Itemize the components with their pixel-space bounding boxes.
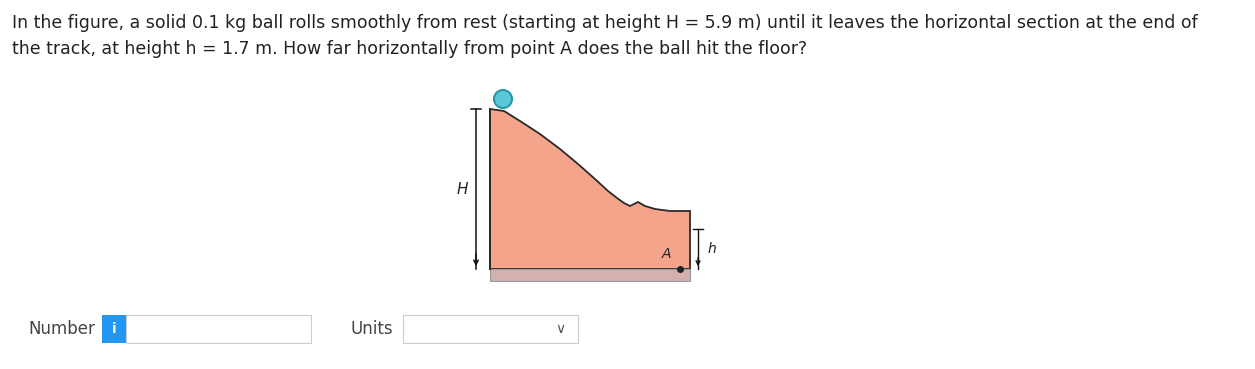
Text: ∨: ∨ bbox=[555, 322, 565, 336]
Bar bbox=[489, 269, 690, 281]
Text: A: A bbox=[661, 247, 670, 261]
Polygon shape bbox=[489, 109, 690, 269]
Bar bbox=[126, 315, 311, 343]
Circle shape bbox=[494, 90, 512, 108]
Text: Number: Number bbox=[28, 320, 95, 338]
Bar bbox=[403, 315, 579, 343]
Text: H: H bbox=[457, 182, 468, 197]
Text: i: i bbox=[112, 322, 117, 336]
Text: In the figure, a solid 0.1 kg ball rolls smoothly from rest (starting at height : In the figure, a solid 0.1 kg ball rolls… bbox=[13, 14, 1197, 58]
Text: h: h bbox=[708, 242, 717, 256]
Text: Units: Units bbox=[350, 320, 393, 338]
Bar bbox=[102, 315, 126, 343]
